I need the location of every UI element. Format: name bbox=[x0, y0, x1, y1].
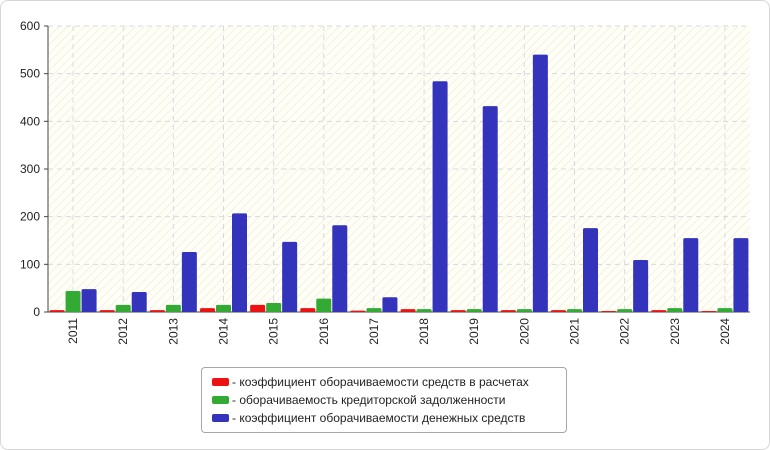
legend: - коэффициент оборачиваемости средств в … bbox=[201, 367, 567, 433]
axes bbox=[44, 25, 750, 313]
bar-2021-series-1 bbox=[567, 309, 582, 312]
bar-2015-series-1 bbox=[266, 302, 282, 312]
bar-2015-series-0 bbox=[250, 304, 266, 312]
bar-2016-series-0 bbox=[300, 308, 316, 312]
y-tick-label: 400 bbox=[20, 114, 40, 128]
bar-2019-series-0 bbox=[450, 310, 466, 312]
legend-item-receivables-turnover: - коэффициент оборачиваемости средств в … bbox=[212, 373, 566, 391]
legend-item-payables-turnover: - оборачиваемость кредиторской задолженн… bbox=[212, 391, 566, 409]
x-tick-label: 2014 bbox=[217, 318, 231, 345]
grid-lines bbox=[48, 25, 750, 312]
y-tick-label: 200 bbox=[20, 210, 40, 224]
bar-2012-series-2 bbox=[131, 291, 147, 312]
bars bbox=[49, 54, 749, 312]
bar-2011-series-2 bbox=[81, 289, 97, 312]
legend-swatch-green bbox=[212, 396, 229, 404]
bar-2015-series-2 bbox=[282, 241, 298, 312]
bar-2016-series-1 bbox=[316, 298, 332, 312]
bar-2014-series-1 bbox=[216, 304, 231, 312]
y-tick-label: 300 bbox=[20, 162, 40, 176]
x-tick-label: 2015 bbox=[267, 318, 281, 345]
x-tick-label: 2012 bbox=[116, 318, 130, 345]
legend-item-cash-turnover: - коэффициент оборачиваемости денежных с… bbox=[212, 409, 566, 427]
bar-2022-series-0 bbox=[601, 311, 617, 312]
bar-2021-series-0 bbox=[551, 310, 566, 312]
bar-2024-series-2 bbox=[733, 238, 749, 312]
y-tick-label: 500 bbox=[20, 67, 40, 81]
x-tick-label: 2022 bbox=[618, 318, 632, 345]
x-tick-label: 2013 bbox=[166, 318, 180, 345]
bar-2020-series-2 bbox=[532, 54, 548, 312]
legend-swatch-red bbox=[212, 378, 229, 386]
legend-label: - оборачиваемость кредиторской задолженн… bbox=[232, 393, 506, 407]
legend-swatch-blue bbox=[212, 414, 229, 422]
bar-2014-series-2 bbox=[232, 213, 247, 312]
bar-2023-series-1 bbox=[667, 308, 683, 312]
x-tick-label: 2016 bbox=[317, 318, 331, 345]
bar-2024-series-0 bbox=[701, 311, 717, 312]
bar-2014-series-0 bbox=[200, 308, 215, 312]
bar-2012-series-1 bbox=[115, 304, 131, 312]
x-tick-label: 2019 bbox=[467, 318, 481, 345]
bar-2013-series-1 bbox=[165, 304, 181, 312]
y-tick-label: 600 bbox=[20, 19, 40, 33]
bar-2020-series-1 bbox=[516, 309, 532, 312]
x-tick-label: 2023 bbox=[668, 318, 682, 345]
bar-2018-series-0 bbox=[400, 309, 416, 312]
bar-2021-series-2 bbox=[583, 228, 598, 312]
bar-2024-series-1 bbox=[717, 308, 733, 312]
x-tick-label: 2011 bbox=[66, 318, 80, 344]
legend-label: - коэффициент оборачиваемости средств в … bbox=[232, 375, 529, 389]
bar-2011-series-1 bbox=[65, 291, 81, 312]
bar-2016-series-2 bbox=[332, 225, 348, 312]
bar-2011-series-0 bbox=[49, 310, 65, 312]
bar-2019-series-2 bbox=[482, 106, 498, 312]
y-tick-labels: 0 100 200 300 400 500 600 bbox=[20, 19, 40, 319]
bar-2022-series-1 bbox=[617, 309, 633, 312]
bar-2013-series-2 bbox=[181, 251, 197, 312]
bar-2017-series-1 bbox=[366, 308, 382, 312]
y-tick-label: 100 bbox=[20, 257, 40, 271]
bar-2018-series-1 bbox=[416, 309, 432, 312]
x-tick-label: 2024 bbox=[718, 318, 732, 345]
bar-2019-series-1 bbox=[466, 309, 482, 312]
bar-2017-series-0 bbox=[350, 310, 366, 312]
legend-label: - коэффициент оборачиваемости денежных с… bbox=[232, 411, 526, 425]
bar-2013-series-0 bbox=[149, 310, 165, 312]
x-tick-labels: 2011 2012 2013 2014 2015 2016 2017 2018 2019 2020… bbox=[66, 318, 732, 345]
x-tick-label: 2018 bbox=[417, 318, 431, 345]
y-tick-label: 0 bbox=[33, 305, 40, 319]
bar-2022-series-2 bbox=[633, 260, 649, 312]
bar-2012-series-0 bbox=[99, 310, 115, 312]
bar-2023-series-2 bbox=[683, 238, 699, 312]
bar-2020-series-0 bbox=[500, 310, 516, 312]
bar-2023-series-0 bbox=[651, 310, 667, 312]
x-tick-label: 2017 bbox=[367, 318, 381, 345]
x-tick-label: 2021 bbox=[568, 318, 582, 345]
bar-2018-series-2 bbox=[432, 81, 448, 312]
x-tick-label: 2020 bbox=[517, 318, 531, 345]
bar-2017-series-2 bbox=[382, 297, 398, 312]
